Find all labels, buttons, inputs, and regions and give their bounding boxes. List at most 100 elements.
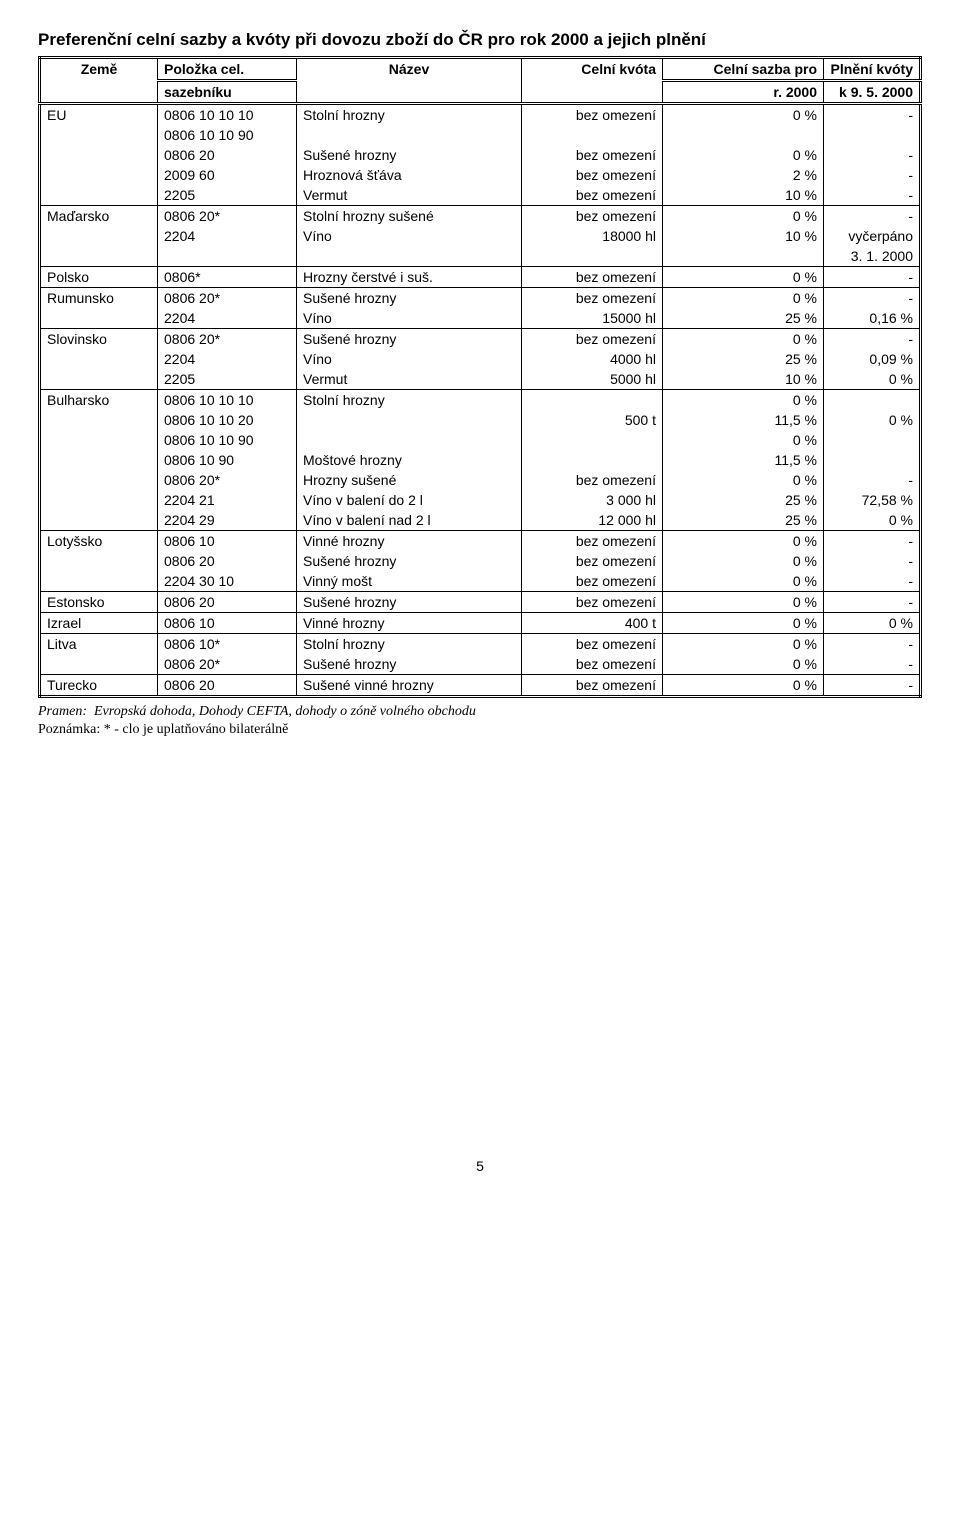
cell-c6: - [824,551,921,571]
cell-c4 [522,450,663,470]
cell-c5: 11,5 % [663,410,824,430]
cell-c2: 0806 10* [158,634,297,655]
table-row: 2204 30 10Vinný moštbez omezení0 %- [40,571,921,592]
cell-c6 [824,450,921,470]
cell-c5: 0 % [663,267,824,288]
page-title: Preferenční celní sazby a kvóty při dovo… [38,30,922,50]
cell-c2: 0806 20* [158,206,297,227]
cell-c5: 0 % [663,634,824,655]
cell-c4: 12 000 hl [522,510,663,531]
cell-c4 [522,390,663,411]
cell-c2: 2205 [158,185,297,206]
cell-c5: 25 % [663,308,824,329]
cell-c4: bez omezení [522,551,663,571]
table-row: Bulharsko0806 10 10 10Stolní hrozny0 % [40,390,921,411]
cell-c1: EU [40,104,158,126]
cell-c1: Slovinsko [40,329,158,350]
table-row: Izrael0806 10Vinné hrozny400 t0 %0 % [40,613,921,634]
cell-c2: 0806 10 10 10 [158,104,297,126]
cell-c6: - [824,165,921,185]
table-row: 0806 20Sušené hroznybez omezení0 %- [40,145,921,165]
cell-c3: Stolní hrozny [297,390,522,411]
col-item-b: sazebníku [158,81,297,104]
cell-c4: bez omezení [522,329,663,350]
cell-c3: Hrozny čerstvé i suš. [297,267,522,288]
col-name: Název [297,58,522,104]
cell-c3: Hroznová šťáva [297,165,522,185]
cell-c4: 500 t [522,410,663,430]
cell-c6: - [824,288,921,309]
cell-c5: 0 % [663,592,824,613]
cell-c1 [40,490,158,510]
cell-c6: - [824,634,921,655]
table-row: 2204Víno4000 hl25 %0,09 % [40,349,921,369]
cell-c5: 0 % [663,288,824,309]
cell-c5: 10 % [663,226,824,246]
cell-c3: Sušené hrozny [297,654,522,675]
cell-c1 [40,654,158,675]
cell-c3 [297,430,522,450]
cell-c5: 0 % [663,551,824,571]
cell-c6: - [824,571,921,592]
cell-c5: 0 % [663,654,824,675]
cell-c6: - [824,470,921,490]
cell-c3: Stolní hrozny [297,104,522,126]
cell-c5: 10 % [663,369,824,390]
cell-c3: Víno v balení nad 2 l [297,510,522,531]
cell-c1 [40,185,158,206]
table-row: 0806 10 10 90 [40,125,921,145]
cell-c2: 0806 20 [158,592,297,613]
table-row: 2009 60Hroznová šťávabez omezení2 %- [40,165,921,185]
table-row: Polsko0806*Hrozny čerstvé i suš.bez omez… [40,267,921,288]
cell-c4: bez omezení [522,675,663,697]
col-fill-a: Plnění kvóty [824,58,921,81]
cell-c2: 0806 10 10 10 [158,390,297,411]
cell-c4: bez omezení [522,592,663,613]
cell-c6: - [824,531,921,552]
cell-c5: 11,5 % [663,450,824,470]
cell-c5: 0 % [663,470,824,490]
cell-c6: - [824,185,921,206]
cell-c1 [40,410,158,430]
cell-c4: bez omezení [522,145,663,165]
cell-c2: 2204 [158,349,297,369]
cell-c5: 25 % [663,349,824,369]
cell-c4: bez omezení [522,206,663,227]
col-item-a: Položka cel. [158,58,297,81]
cell-c6: - [824,654,921,675]
cell-c4: 18000 hl [522,226,663,246]
cell-c3: Hrozny sušené [297,470,522,490]
cell-c4: 5000 hl [522,369,663,390]
cell-c5: 25 % [663,490,824,510]
cell-c6: - [824,267,921,288]
table-row: 0806 10 10 20500 t11,5 %0 % [40,410,921,430]
cell-c5: 0 % [663,104,824,126]
cell-c1 [40,145,158,165]
table-row: 3. 1. 2000 [40,246,921,267]
cell-c4 [522,430,663,450]
cell-c5: 0 % [663,613,824,634]
cell-c1 [40,369,158,390]
cell-c3: Sušené vinné hrozny [297,675,522,697]
cell-c2: 2204 21 [158,490,297,510]
cell-c2 [158,246,297,267]
cell-c6: vyčerpáno [824,226,921,246]
cell-c2: 0806 20 [158,675,297,697]
cell-c4: 3 000 hl [522,490,663,510]
cell-c5: 0 % [663,206,824,227]
cell-c3: Vinné hrozny [297,531,522,552]
cell-c2: 2204 [158,226,297,246]
cell-c3: Vinné hrozny [297,613,522,634]
table-row: 2204Víno15000 hl25 %0,16 % [40,308,921,329]
tariff-table: Země Položka cel. Název Celní kvóta Celn… [38,56,922,698]
cell-c6: 72,58 % [824,490,921,510]
cell-c5: 2 % [663,165,824,185]
cell-c3 [297,410,522,430]
cell-c2: 0806 10 10 90 [158,430,297,450]
cell-c6: 0 % [824,613,921,634]
table-row: Rumunsko0806 20*Sušené hroznybez omezení… [40,288,921,309]
table-row: Lotyšsko0806 10Vinné hroznybez omezení0 … [40,531,921,552]
table-row: 0806 10 90Moštové hrozny11,5 % [40,450,921,470]
cell-c5: 0 % [663,390,824,411]
col-rate-b: r. 2000 [663,81,824,104]
